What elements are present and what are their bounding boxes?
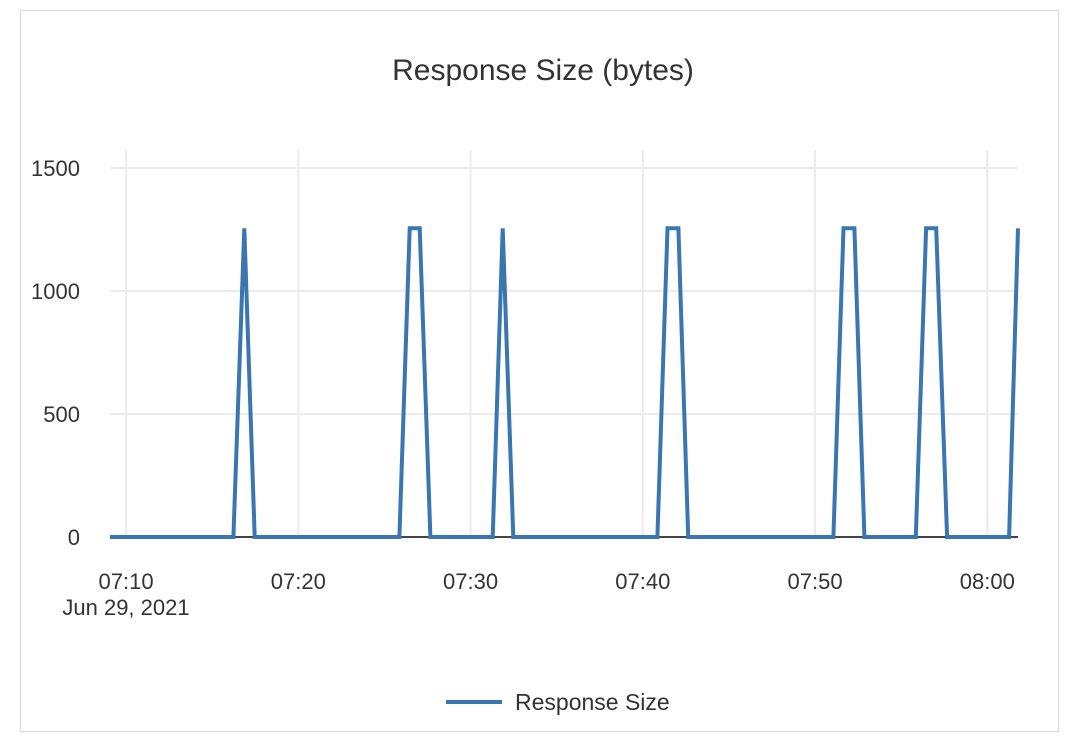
series-line (110, 226, 1020, 539)
legend-label: Response Size (515, 689, 670, 715)
x-axis: 07:10 07:20 07:30 07:40 07:50 08:00 (99, 569, 1015, 594)
y-tick-label: 500 (43, 402, 80, 427)
x-tick-label: 08:00 (960, 569, 1015, 594)
x-tick-label: 07:50 (788, 569, 843, 594)
y-tick-label: 1000 (31, 279, 80, 304)
x-tick-label: 07:40 (615, 569, 670, 594)
series-group (110, 226, 1020, 539)
chart-title: Response Size (bytes) (392, 54, 694, 87)
y-tick-label: 0 (68, 525, 80, 550)
chart-frame (20, 10, 1059, 732)
x-tick-label: 07:30 (443, 569, 498, 594)
x-tick-label: 07:10 (99, 569, 154, 594)
legend[interactable]: Response Size (446, 689, 670, 715)
x-date-label: Jun 29, 2021 (62, 595, 189, 620)
y-tick-label: 1500 (31, 156, 80, 181)
y-axis: 0 500 1000 1500 (31, 156, 80, 550)
x-tick-label: 07:20 (271, 569, 326, 594)
grid (110, 150, 1018, 537)
